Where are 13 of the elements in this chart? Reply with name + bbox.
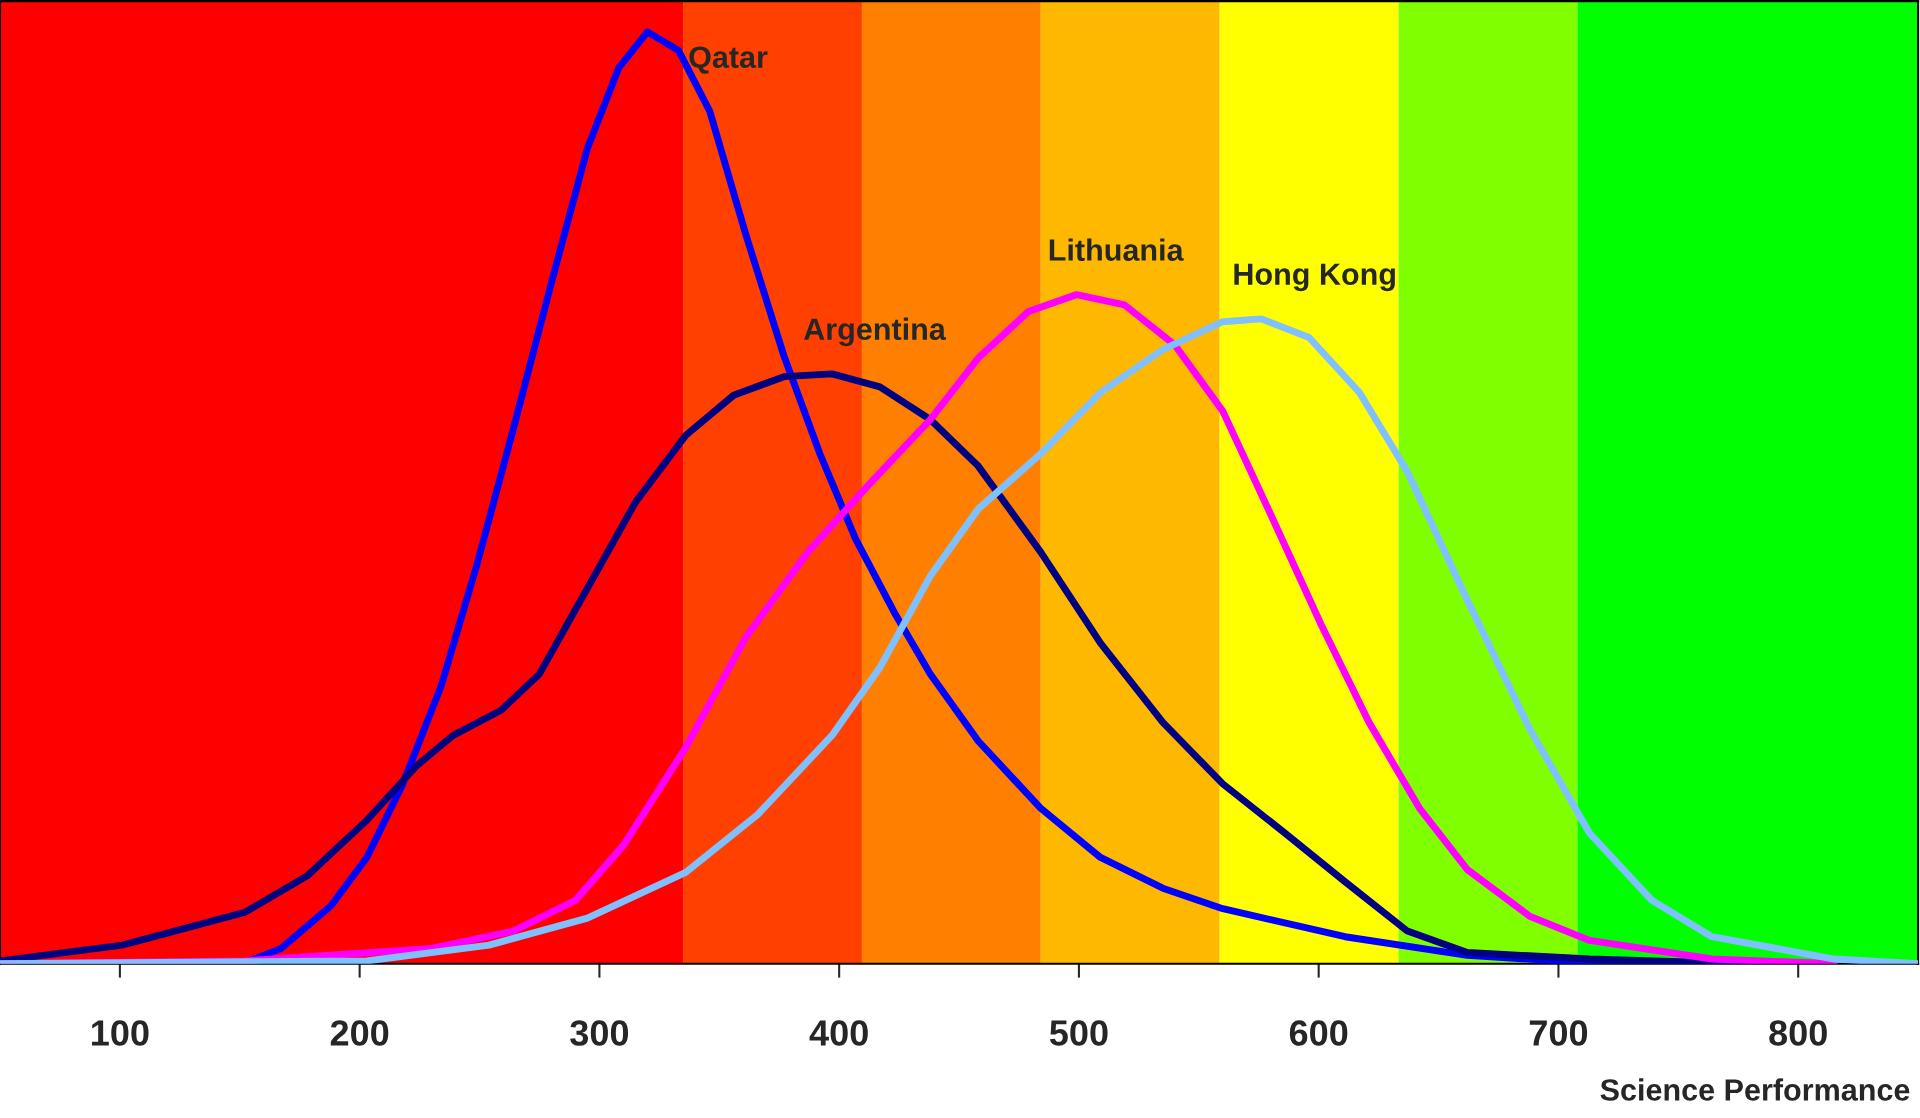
x-tick-label: 600 bbox=[1289, 1020, 1348, 1046]
x-tick-label: 400 bbox=[809, 1020, 868, 1046]
x-tick-label: 300 bbox=[570, 1020, 629, 1046]
series-label: Lithuania bbox=[1049, 238, 1184, 261]
x-tick-label: 100 bbox=[92, 1020, 149, 1046]
x-tick-label: 700 bbox=[1529, 1020, 1588, 1046]
x-tick-label: 500 bbox=[1049, 1020, 1108, 1046]
series-label: Argentina bbox=[803, 317, 946, 347]
x-tick-label: 800 bbox=[1769, 1020, 1827, 1046]
x-tick-label: 200 bbox=[330, 1020, 389, 1046]
x-axis-title: Science Performance bbox=[1600, 1078, 1910, 1101]
series-label: Qatar bbox=[689, 46, 768, 74]
series-label: Hong Kong bbox=[1234, 263, 1395, 292]
